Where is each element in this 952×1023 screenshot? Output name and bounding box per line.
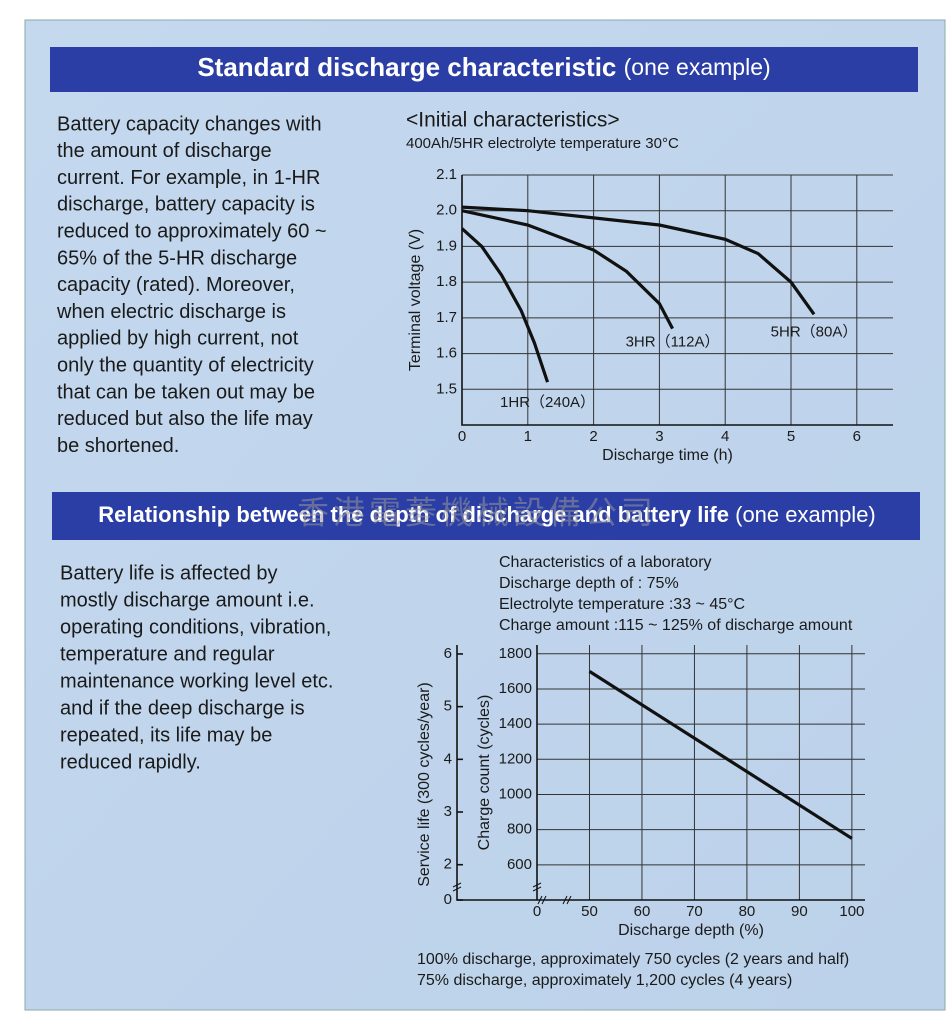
y-axis-label: Terminal voltage (V) — [407, 229, 424, 371]
y2-tick-label: 0 — [444, 891, 452, 908]
paragraph-line: Battery capacity changes with — [57, 113, 322, 135]
y-tick-label: 2.1 — [436, 166, 457, 183]
paragraph-line: operating conditions, vibration, — [60, 616, 331, 638]
y-tick-label: 800 — [507, 821, 532, 838]
paragraph-line: that can be taken out may be — [57, 381, 315, 403]
paragraph-line: the amount of discharge — [57, 140, 272, 162]
header-bar — [52, 492, 920, 540]
x-tick-label: 100 — [839, 903, 864, 920]
y-tick-label: 1.8 — [436, 273, 457, 290]
chart-title: <Initial characteristics> — [406, 109, 620, 132]
x-tick-label: 2 — [589, 428, 597, 445]
annotation: Discharge depth of : 75% — [499, 575, 679, 592]
y2-tick-label: 4 — [444, 750, 452, 767]
annotation: Electrolyte temperature :33 ~ 45°C — [499, 596, 745, 613]
footnote: 75% discharge, approximately 1,200 cycle… — [417, 972, 792, 989]
axis — [456, 645, 865, 901]
x-tick-label: 5 — [787, 428, 795, 445]
paragraph-line: Battery life is affected by — [60, 562, 278, 584]
paragraph-line: temperature and regular — [60, 643, 275, 665]
annotation: Charge amount :115 ~ 125% of discharge a… — [499, 617, 853, 634]
line-label: 3HR（112A） — [626, 334, 720, 351]
x-axis-label: Discharge time (h) — [602, 447, 733, 464]
x-tick-label: 3 — [655, 428, 663, 445]
y-tick-label: 1200 — [499, 750, 532, 767]
title-note: (one example) — [735, 502, 876, 527]
paragraph-line: current. For example, in 1-HR — [57, 167, 320, 189]
y2-tick-label: 3 — [444, 803, 452, 820]
section-title: Standard discharge characteristic (one e… — [197, 52, 770, 82]
paragraph-line: applied by high current, not — [57, 328, 299, 350]
section-title: Relationship between the depth of discha… — [98, 502, 876, 527]
x-tick-label: 1 — [524, 428, 532, 445]
x-axis-label: Discharge depth (%) — [618, 922, 764, 939]
y-tick-label: 1.6 — [436, 345, 457, 362]
data-line — [588, 670, 853, 840]
axis-break — [537, 895, 547, 905]
paragraph-line: only the quantity of electricity — [57, 354, 314, 376]
x-tick-label: 90 — [791, 903, 808, 920]
y2-tick-label: 5 — [444, 698, 452, 715]
data-line — [461, 209, 674, 330]
y-tick-label: 1600 — [499, 680, 532, 697]
y2-tick-label: 2 — [444, 856, 452, 873]
paragraph-line: 65% of the 5-HR discharge — [57, 247, 297, 269]
title-note: (one example) — [624, 54, 771, 80]
paragraph-line: maintenance working level etc. — [60, 670, 333, 692]
paragraph-line: reduced rapidly. — [60, 751, 201, 773]
y-axis-label: Charge count (cycles) — [476, 695, 493, 851]
x-tick-label: 4 — [721, 428, 729, 445]
paragraph-line: discharge, battery capacity is — [57, 194, 315, 216]
line-label: 1HR（240A） — [500, 394, 595, 411]
footnote: 100% discharge, approximately 750 cycles… — [417, 951, 849, 968]
content: Battery capacity changes with the amount … — [56, 109, 893, 989]
axis-break — [452, 882, 462, 892]
x-tick-label: 0 — [458, 428, 466, 445]
paragraph-line: mostly discharge amount i.e. — [60, 589, 315, 611]
paragraph-line: and if the deep discharge is — [60, 697, 305, 719]
y2-axis-label: Service life (300 cycles/year) — [416, 682, 433, 887]
data-line — [460, 227, 550, 383]
y2-tick-label: 6 — [444, 645, 452, 662]
header-bar — [50, 47, 918, 92]
y-tick-label: 1.9 — [436, 237, 457, 254]
y-tick-label: 2.0 — [436, 202, 457, 219]
chart-subtitle: 400Ah/5HR electrolyte temperature 30°C — [406, 135, 679, 152]
y-tick-label: 1400 — [499, 715, 532, 732]
x-tick-label: 6 — [853, 428, 861, 445]
axis-break — [532, 882, 542, 892]
y-tick-label: 1.5 — [436, 380, 457, 397]
paragraph-line: repeated, its life may be — [60, 724, 272, 746]
paragraph-line: be shortened. — [57, 435, 179, 457]
y-tick-label: 1800 — [499, 645, 532, 662]
y-tick-label: 1.7 — [436, 309, 457, 326]
x-tick-label: 80 — [739, 903, 756, 920]
title: Relationship between the depth of discha… — [98, 502, 729, 527]
y-tick-label: 600 — [507, 856, 532, 873]
annotation: Characteristics of a laboratory — [499, 554, 712, 571]
paragraph-line: capacity (rated). Moreover, — [57, 274, 295, 296]
x-tick-label: 70 — [686, 903, 703, 920]
paragraph-line: reduced but also the life may — [57, 408, 313, 430]
axis — [461, 175, 893, 426]
line-label: 5HR（80A） — [771, 323, 858, 340]
paragraph-line: when electric discharge is — [56, 301, 286, 323]
title: Standard discharge characteristic — [197, 52, 616, 82]
y-tick-label: 1000 — [499, 785, 532, 802]
paragraph-line: reduced to approximately 60 ~ — [57, 220, 327, 242]
watermark: 香港電菱機械設備公司 — [297, 494, 657, 530]
x-tick-label: 60 — [634, 903, 651, 920]
axis-break — [562, 895, 572, 905]
x-tick-label: 0 — [533, 903, 541, 920]
data-line — [461, 205, 816, 316]
x-tick-label: 50 — [581, 903, 598, 920]
